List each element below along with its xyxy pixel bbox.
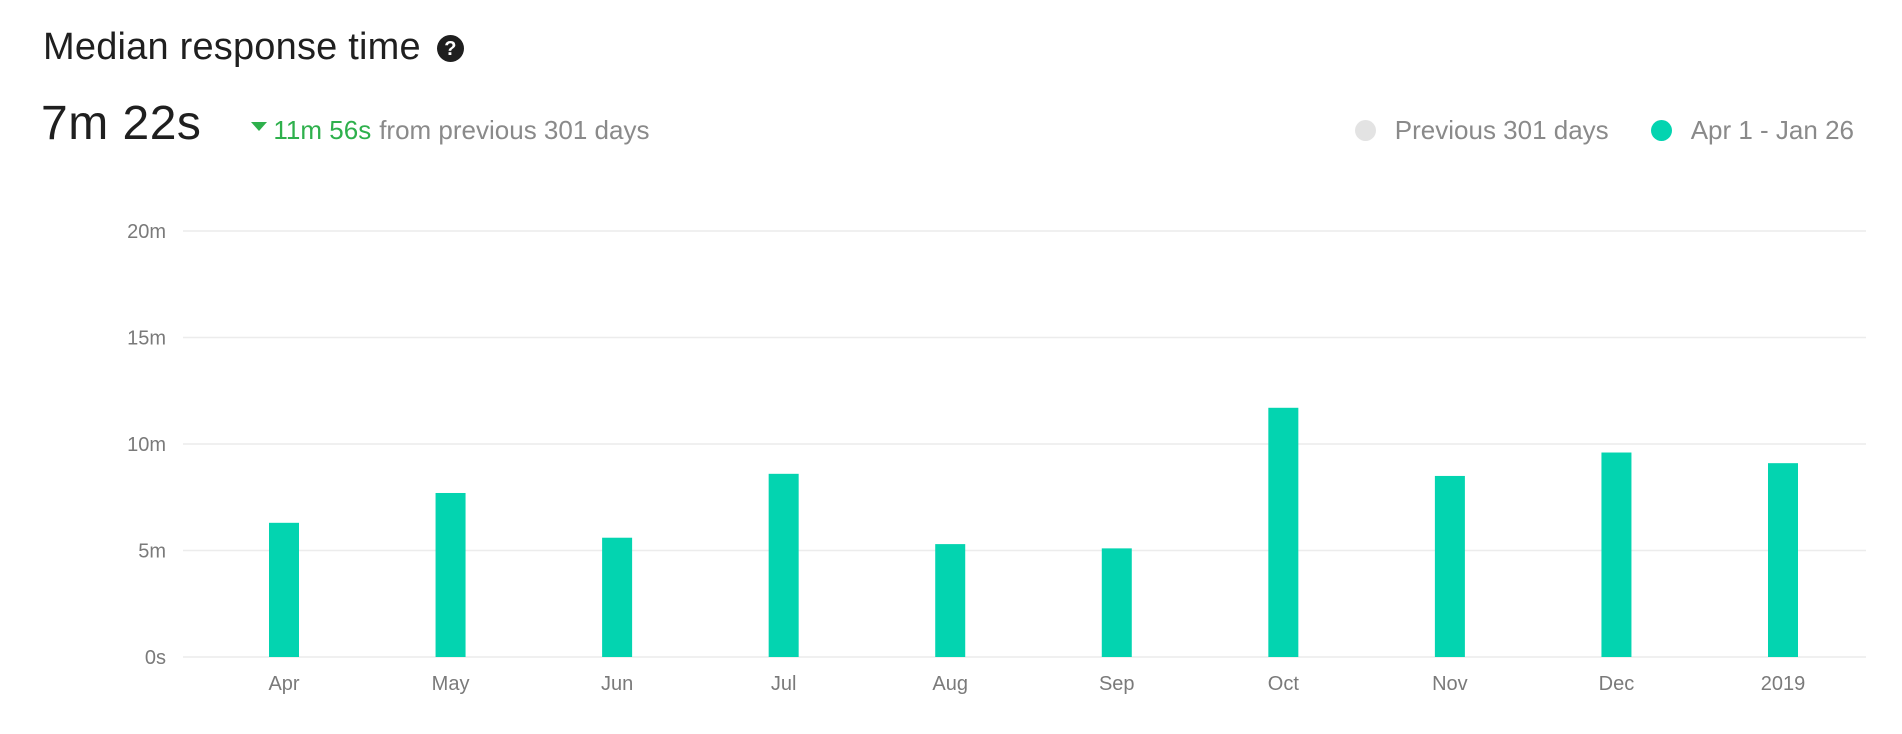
x-tick-label: Nov (1432, 673, 1468, 695)
bar (435, 492, 466, 657)
legend-item-previous[interactable]: Previous 301 days (1354, 115, 1609, 146)
chart-title: Median response time (43, 26, 421, 68)
question-circle-icon[interactable]: ? (436, 35, 464, 62)
x-tick-label: Dec (1599, 673, 1635, 695)
triangle-down-icon (251, 122, 268, 131)
median-value: 7m 22s (41, 97, 202, 150)
x-tick-label: May (432, 673, 470, 695)
bar (1601, 452, 1632, 657)
delta-indicator: 11m 56s from previous 301 days (251, 115, 649, 146)
legend-label-current: Apr 1 - Jan 26 (1690, 115, 1854, 145)
delta-description: from previous 301 days (379, 115, 650, 145)
delta-value: 11m 56s (273, 115, 372, 145)
chart-header: Median response time ? (43, 26, 464, 69)
x-tick-label: Oct (1268, 673, 1300, 695)
bar (269, 522, 299, 657)
bar (602, 537, 633, 657)
y-tick-label: 0s (145, 647, 166, 669)
legend-label-previous: Previous 301 days (1394, 115, 1609, 145)
bar (1101, 548, 1132, 657)
y-tick-label: 20m (127, 221, 166, 243)
bar (768, 473, 799, 657)
x-tick-label: Aug (932, 673, 968, 695)
chart-legend: Previous 301 days Apr 1 - Jan 26 (1313, 115, 1854, 146)
legend-dot-previous (1354, 120, 1376, 141)
x-tick-label: Apr (268, 673, 299, 695)
bar (1268, 407, 1299, 657)
summary: 7m 22s 11m 56s from previous 301 days (41, 96, 649, 151)
x-tick-label: Jun (601, 673, 633, 695)
legend-dot-current (1650, 120, 1672, 141)
bar (1768, 463, 1798, 657)
x-tick-label: 2019 (1761, 673, 1806, 695)
x-tick-label: Sep (1099, 673, 1135, 695)
bar (935, 544, 966, 657)
y-tick-label: 5m (138, 541, 166, 563)
y-tick-label: 15m (127, 328, 166, 350)
y-tick-label: 10m (127, 434, 166, 456)
x-tick-label: Jul (771, 673, 797, 695)
bar (1434, 475, 1465, 657)
legend-item-current[interactable]: Apr 1 - Jan 26 (1650, 115, 1854, 146)
